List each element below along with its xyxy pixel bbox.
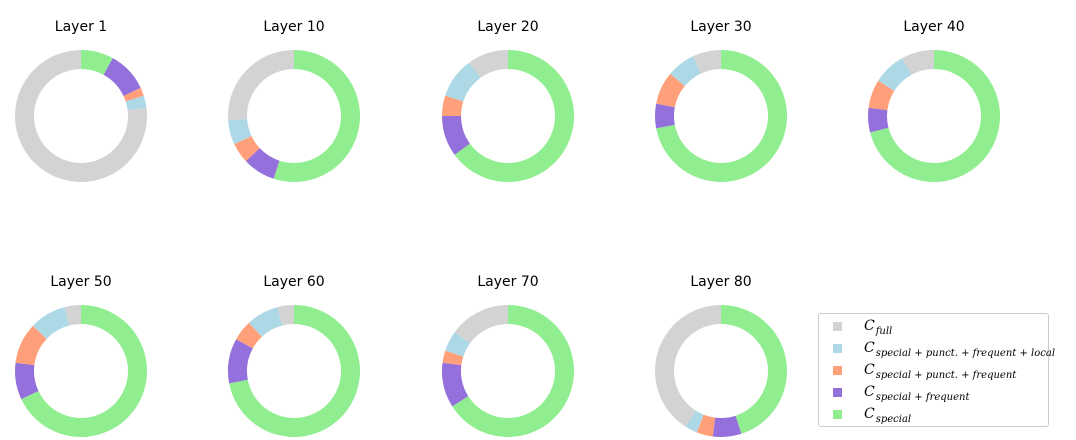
legend-label-special-punct-frequent-local: Cspecial + punct. + frequent + local xyxy=(864,340,1056,359)
slice-layer-20-full xyxy=(469,50,508,78)
donut-layer-70: Layer 70 xyxy=(442,274,574,438)
legend-swatch-special-frequent xyxy=(833,387,842,397)
chart-title-layer-20: Layer 20 xyxy=(477,19,538,35)
legend-item-full xyxy=(833,316,842,336)
slice-layer-30-special-punct-frequent xyxy=(656,73,685,108)
slice-layer-80-full xyxy=(655,305,721,427)
slice-layer-80-special-punct-frequent-local xyxy=(685,410,704,433)
slice-layer-10-special-frequent xyxy=(245,148,280,179)
donut-layer-50: Layer 50 xyxy=(14,274,147,438)
slice-layer-30-special-punct-frequent-local xyxy=(670,56,701,87)
slice-layer-10-special xyxy=(273,50,361,182)
chart-title-layer-1: Layer 1 xyxy=(55,19,107,35)
slice-layer-50-special-punct-frequent-local xyxy=(32,307,70,339)
slice-layer-70-special-punct-frequent-local xyxy=(445,332,470,357)
chart-title-layer-80: Layer 80 xyxy=(690,274,751,290)
chart-title-layer-60: Layer 60 xyxy=(263,274,324,290)
donut-layer-1: Layer 1 xyxy=(14,19,147,182)
legend-label-special-frequent: Cspecial + frequent xyxy=(864,384,970,403)
donut-layer-20: Layer 20 xyxy=(442,19,574,182)
legend-label-special-punct-frequent: Cspecial + punct. + frequent xyxy=(864,362,1017,381)
chart-title-layer-10: Layer 10 xyxy=(263,19,324,35)
legend-item-special-punct-frequent-local xyxy=(833,338,842,358)
slice-layer-50-special-frequent xyxy=(14,362,39,400)
slice-layer-40-special-punct-frequent xyxy=(868,80,895,111)
donut-layer-80: Layer 80 xyxy=(655,274,787,437)
slice-layer-1-special xyxy=(81,50,113,75)
slice-layer-70-special xyxy=(452,305,574,438)
slice-layer-50-full xyxy=(64,305,81,326)
slice-layer-50-special xyxy=(21,305,147,438)
legend-swatch-special xyxy=(833,409,842,419)
slice-layer-40-special xyxy=(870,50,1000,182)
slice-layer-20-special-frequent xyxy=(442,116,470,155)
slice-layer-60-special-punct-frequent xyxy=(236,322,262,349)
slice-layer-60-special-punct-frequent-local xyxy=(248,307,283,337)
slice-layer-30-special-frequent xyxy=(655,103,675,129)
chart-title-layer-50: Layer 50 xyxy=(50,274,111,290)
slice-layer-80-special-punct-frequent xyxy=(696,414,716,437)
slice-layer-10-special-punct-frequent-local xyxy=(228,118,252,145)
donut-layer-10: Layer 10 xyxy=(228,19,361,182)
legend-swatch-full xyxy=(833,321,842,331)
slice-layer-70-full xyxy=(454,305,508,344)
legend: Cfull Cspecial + punct. + frequent + loc… xyxy=(818,313,1055,427)
legend-item-special-frequent xyxy=(833,382,842,402)
legend-label-special: Cspecial xyxy=(864,406,912,425)
legend-swatch-special-punct-frequent xyxy=(833,365,842,375)
legend-label-full: Cfull xyxy=(864,318,893,337)
slice-layer-10-full xyxy=(228,50,294,121)
slice-layer-40-full xyxy=(902,50,934,75)
slice-layer-1-special-punct-frequent xyxy=(123,87,144,102)
slice-layer-60-full xyxy=(277,305,294,326)
slice-layer-40-special-frequent xyxy=(868,107,889,133)
slice-layer-20-special-punct-frequent-local xyxy=(445,62,481,102)
slice-layer-60-special-frequent xyxy=(228,339,253,384)
slice-layer-70-special-frequent xyxy=(442,362,469,407)
chart-title-layer-70: Layer 70 xyxy=(477,274,538,290)
slice-layer-20-special xyxy=(454,50,574,182)
slice-layer-80-special-frequent xyxy=(712,415,742,437)
slice-layer-30-full xyxy=(692,50,721,74)
legend-item-special-punct-frequent xyxy=(833,360,842,380)
slice-layer-1-special-frequent xyxy=(103,58,141,96)
chart-title-layer-40: Layer 40 xyxy=(903,19,964,35)
donut-layer-60: Layer 60 xyxy=(228,274,361,437)
donut-layer-30: Layer 30 xyxy=(655,19,787,182)
slice-layer-40-special-punct-frequent-local xyxy=(878,58,912,91)
chart-title-layer-30: Layer 30 xyxy=(690,19,751,35)
slice-layer-10-special-punct-frequent xyxy=(234,136,260,162)
slice-layer-50-special-punct-frequent xyxy=(15,325,47,366)
slice-layer-70-special-punct-frequent xyxy=(442,350,464,366)
donut-layer-40: Layer 40 xyxy=(868,19,1000,182)
slice-layer-20-special-punct-frequent xyxy=(442,95,464,116)
slice-layer-1-special-punct-frequent-local xyxy=(125,95,147,111)
legend-swatch-special-punct-frequent-local xyxy=(833,343,842,353)
slice-layer-80-special xyxy=(721,305,787,434)
legend-item-special xyxy=(833,404,842,424)
